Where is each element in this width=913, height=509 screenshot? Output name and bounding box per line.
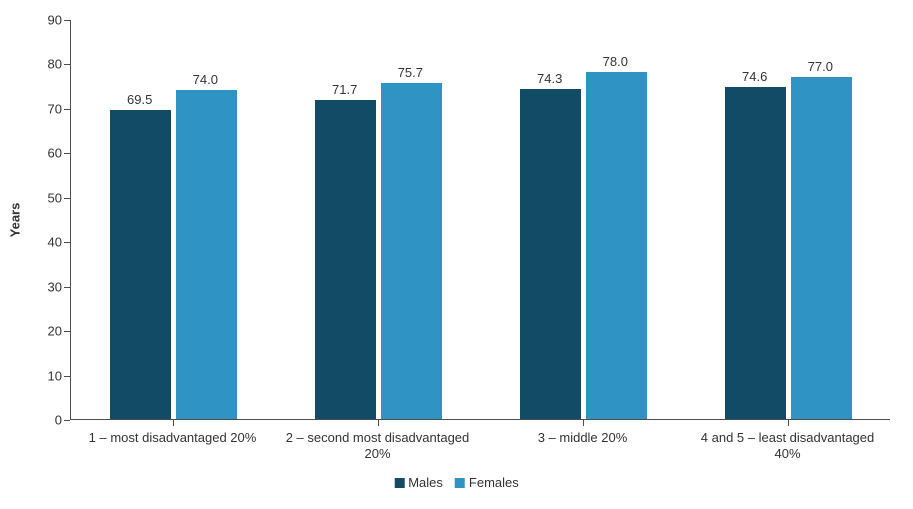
y-tick-label: 60 bbox=[0, 146, 62, 161]
bar-females bbox=[791, 77, 853, 419]
data-label: 75.7 bbox=[398, 65, 423, 80]
y-tick-mark bbox=[64, 376, 70, 377]
legend-item-males: Males bbox=[394, 475, 443, 490]
data-label: 71.7 bbox=[332, 82, 357, 97]
y-tick-label: 80 bbox=[0, 57, 62, 72]
y-tick-label: 50 bbox=[0, 190, 62, 205]
y-tick-mark bbox=[64, 198, 70, 199]
y-axis-label: Years bbox=[8, 203, 23, 238]
y-tick-mark bbox=[64, 242, 70, 243]
data-label: 74.3 bbox=[537, 71, 562, 86]
x-category-label: 2 – second most disadvantaged 20% bbox=[285, 430, 470, 461]
x-tick-mark bbox=[173, 420, 174, 426]
legend-label: Females bbox=[469, 475, 519, 490]
y-tick-label: 40 bbox=[0, 235, 62, 250]
bar-males bbox=[725, 87, 787, 419]
data-label: 78.0 bbox=[603, 54, 628, 69]
y-tick-mark bbox=[64, 287, 70, 288]
y-tick-label: 0 bbox=[0, 413, 62, 428]
legend-swatch bbox=[455, 478, 465, 488]
bar-females bbox=[381, 83, 443, 419]
y-tick-mark bbox=[64, 331, 70, 332]
bar-females bbox=[176, 90, 238, 419]
bar-males bbox=[520, 89, 582, 419]
y-tick-mark bbox=[64, 109, 70, 110]
y-tick-label: 20 bbox=[0, 324, 62, 339]
data-label: 74.6 bbox=[742, 69, 767, 84]
x-tick-mark bbox=[378, 420, 379, 426]
y-tick-label: 70 bbox=[0, 101, 62, 116]
y-tick-mark bbox=[64, 20, 70, 21]
y-tick-mark bbox=[64, 420, 70, 421]
y-tick-label: 90 bbox=[0, 13, 62, 28]
legend-label: Males bbox=[408, 475, 443, 490]
x-category-label: 1 – most disadvantaged 20% bbox=[80, 430, 265, 446]
data-label: 69.5 bbox=[127, 92, 152, 107]
data-label: 74.0 bbox=[193, 72, 218, 87]
bar-males bbox=[110, 110, 172, 419]
bar-females bbox=[586, 72, 648, 419]
x-category-label: 4 and 5 – least disadvantaged 40% bbox=[695, 430, 880, 461]
y-tick-label: 30 bbox=[0, 279, 62, 294]
x-category-label: 3 – middle 20% bbox=[490, 430, 675, 446]
legend: Males Females bbox=[394, 475, 519, 490]
y-tick-mark bbox=[64, 153, 70, 154]
legend-item-females: Females bbox=[455, 475, 519, 490]
bar-males bbox=[315, 100, 377, 419]
data-label: 77.0 bbox=[808, 59, 833, 74]
x-tick-mark bbox=[788, 420, 789, 426]
legend-swatch bbox=[394, 478, 404, 488]
chart-container: Years Males Females 0 10 20 30 40 50 60 70 80 90 69… bbox=[0, 0, 913, 509]
x-tick-mark bbox=[583, 420, 584, 426]
y-tick-label: 10 bbox=[0, 368, 62, 383]
y-tick-mark bbox=[64, 64, 70, 65]
